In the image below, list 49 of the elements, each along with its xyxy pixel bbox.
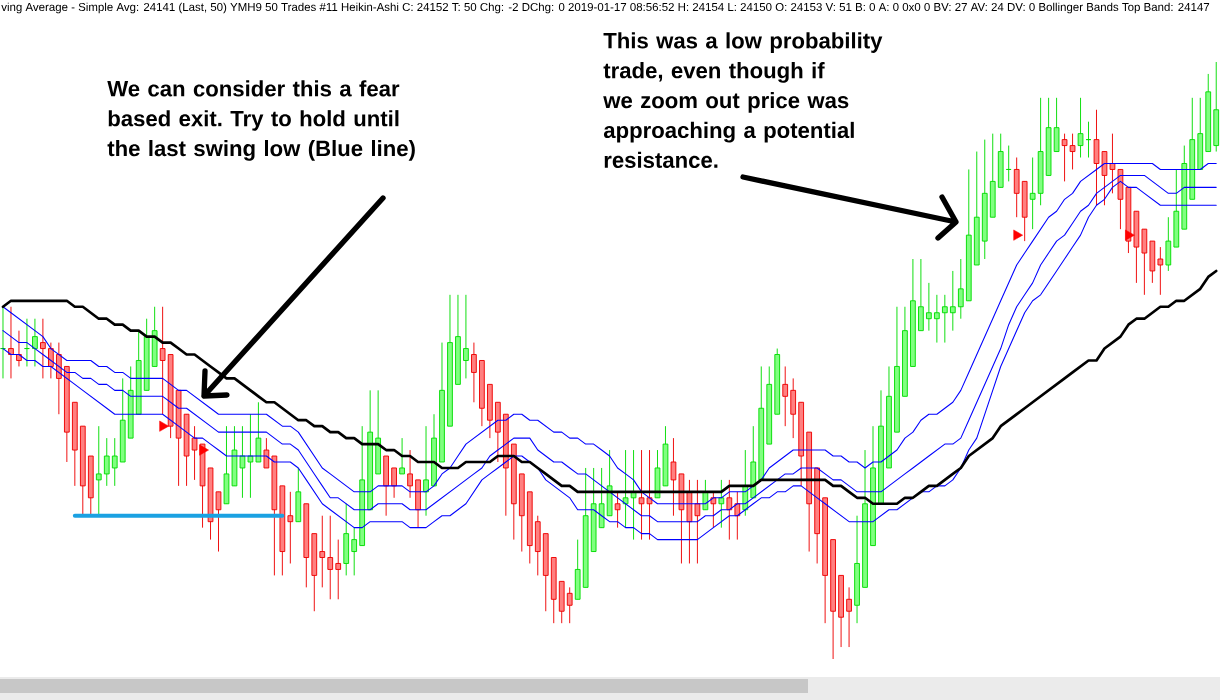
candlestick — [335, 539, 342, 600]
candlestick — [598, 467, 605, 529]
candlestick — [1069, 133, 1076, 170]
candlestick — [255, 401, 262, 463]
candlestick — [790, 377, 797, 439]
candlestick — [1029, 157, 1036, 230]
candlestick — [622, 449, 629, 529]
candlestick — [566, 586, 573, 624]
candlestick — [957, 258, 964, 320]
candlestick — [8, 306, 14, 379]
candlestick — [941, 294, 948, 344]
candlestick — [614, 491, 621, 529]
candlestick — [247, 413, 254, 499]
candlestick — [95, 425, 102, 517]
candlestick — [1165, 216, 1172, 272]
candlestick — [40, 318, 46, 379]
candlestick — [926, 282, 932, 332]
candlestick — [918, 258, 924, 332]
candlestick — [319, 515, 326, 588]
annotation: We can consider this a fear based exit. Try to hold until the last swing low (Blue line) — [107, 80, 415, 161]
candlestick — [934, 294, 940, 344]
candlestick — [423, 425, 429, 517]
candlestick — [471, 342, 477, 403]
candlestick — [1013, 157, 1020, 218]
candlestick — [1053, 97, 1060, 153]
chart-title: ving Average - Simple Avg: 24141 (Last, 50) YMH9 50 Trades #11 Heikin-Ashi C: 24152 T: 50 Chg: -2 DChg: 0 2019-01-17 08:56:52 H: 24154 L: 24150 O: 24153 V: 51 B: 0 A: 0 0x0 0 BV: 27 AV: 24 DV: 0 Bollinger Bands Top Band: 24147 — [1, 2, 1210, 14]
annotation: This was a low probability trade, even though if we zoom out price was approaching a potential resistance. — [603, 32, 883, 168]
candlestick — [1061, 133, 1068, 182]
candlestick — [103, 437, 110, 487]
candlestick — [1157, 246, 1164, 296]
candlestick — [159, 306, 166, 415]
candlestick — [351, 527, 358, 576]
candlestick — [782, 366, 789, 427]
candlestick — [111, 437, 118, 487]
candlestick — [263, 437, 270, 469]
candlestick — [718, 479, 725, 529]
candlestick — [287, 491, 294, 564]
candlestick — [327, 515, 334, 600]
candlestick — [949, 270, 956, 332]
candlestick — [391, 467, 397, 499]
candlestick — [1077, 97, 1084, 158]
candlestick — [726, 479, 733, 541]
candlestick — [1141, 228, 1148, 296]
candlestick — [32, 318, 38, 367]
candlestick — [399, 437, 405, 475]
candlestick — [407, 449, 413, 499]
candlestick — [694, 479, 701, 564]
candlestick — [846, 586, 852, 648]
candlestick — [463, 294, 469, 379]
